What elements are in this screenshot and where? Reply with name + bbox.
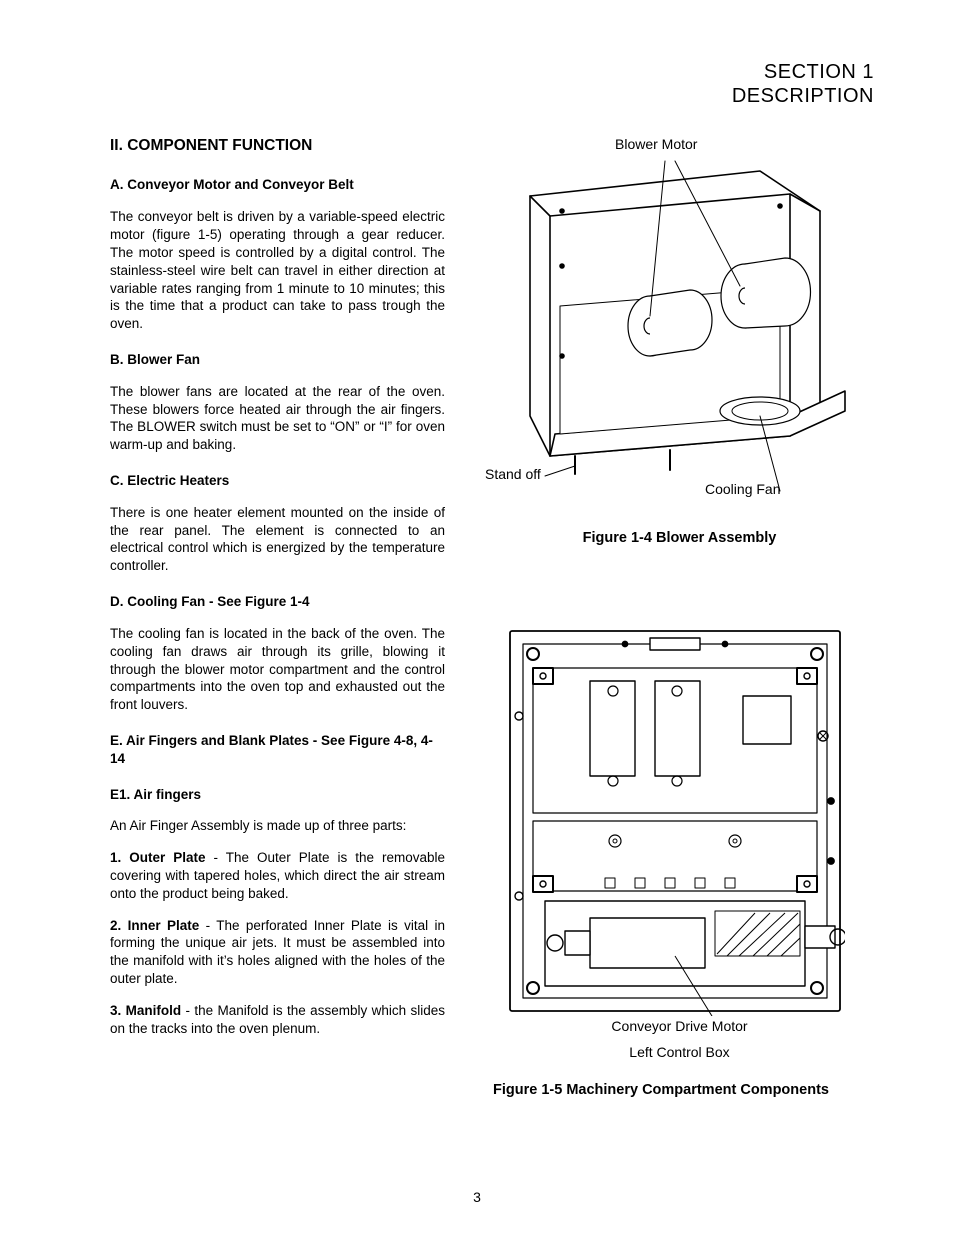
sub-d-body: The cooling fan is located in the back o… <box>110 625 445 714</box>
sub-c-body: There is one heater element mounted on t… <box>110 504 445 575</box>
manifold-lead: 3. Manifold <box>110 1003 181 1018</box>
figure-1-5: Conveyor Drive Motor Left Control Box Fi… <box>485 626 874 1098</box>
section-title: II. COMPONENT FUNCTION <box>110 136 445 156</box>
figure-1-4-caption: Figure 1-4 Blower Assembly <box>485 530 874 546</box>
inner-plate-para: 2. Inner Plate - The perforated Inner Pl… <box>110 917 445 988</box>
outer-plate-para: 1. Outer Plate - The Outer Plate is the … <box>110 849 445 902</box>
sub-b-title: B. Blower Fan <box>110 351 445 369</box>
page-header: SECTION 1 DESCRIPTION <box>110 60 874 108</box>
label-left-control-box: Left Control Box <box>485 1044 874 1060</box>
sub-d-title: D. Cooling Fan - See Figure 1-4 <box>110 593 445 611</box>
label-blower-motor: Blower Motor <box>615 136 697 152</box>
sub-a-body: The conveyor belt is driven by a variabl… <box>110 208 445 333</box>
machinery-compartment-diagram <box>505 626 845 1016</box>
header-line1: SECTION 1 <box>110 60 874 84</box>
sub-e1-intro: An Air Finger Assembly is made up of thr… <box>110 817 445 835</box>
figure-column: Blower Motor Stand off Cooling Fan <box>485 136 874 1098</box>
blower-assembly-diagram <box>490 156 860 516</box>
sub-e1-title: E1. Air fingers <box>110 786 445 804</box>
text-column: II. COMPONENT FUNCTION A. Conveyor Motor… <box>110 136 445 1098</box>
figure-1-4: Blower Motor Stand off Cooling Fan <box>485 136 874 546</box>
page: SECTION 1 DESCRIPTION II. COMPONENT FUNC… <box>0 0 954 1235</box>
sub-a-title: A. Conveyor Motor and Conveyor Belt <box>110 176 445 194</box>
label-conveyor-drive-motor: Conveyor Drive Motor <box>485 1018 874 1034</box>
sub-c-title: C. Electric Heaters <box>110 472 445 490</box>
inner-plate-lead: 2. Inner Plate <box>110 918 199 933</box>
two-column-layout: II. COMPONENT FUNCTION A. Conveyor Motor… <box>110 136 874 1098</box>
outer-plate-lead: 1. Outer Plate <box>110 850 206 865</box>
header-line2: DESCRIPTION <box>110 84 874 108</box>
page-number: 3 <box>0 1189 954 1205</box>
figure-1-5-caption: Figure 1-5 Machinery Compartment Compone… <box>493 1082 874 1098</box>
sub-b-body: The blower fans are located at the rear … <box>110 383 445 454</box>
sub-e-title: E. Air Fingers and Blank Plates - See Fi… <box>110 732 445 768</box>
manifold-para: 3. Manifold - the Manifold is the assemb… <box>110 1002 445 1038</box>
